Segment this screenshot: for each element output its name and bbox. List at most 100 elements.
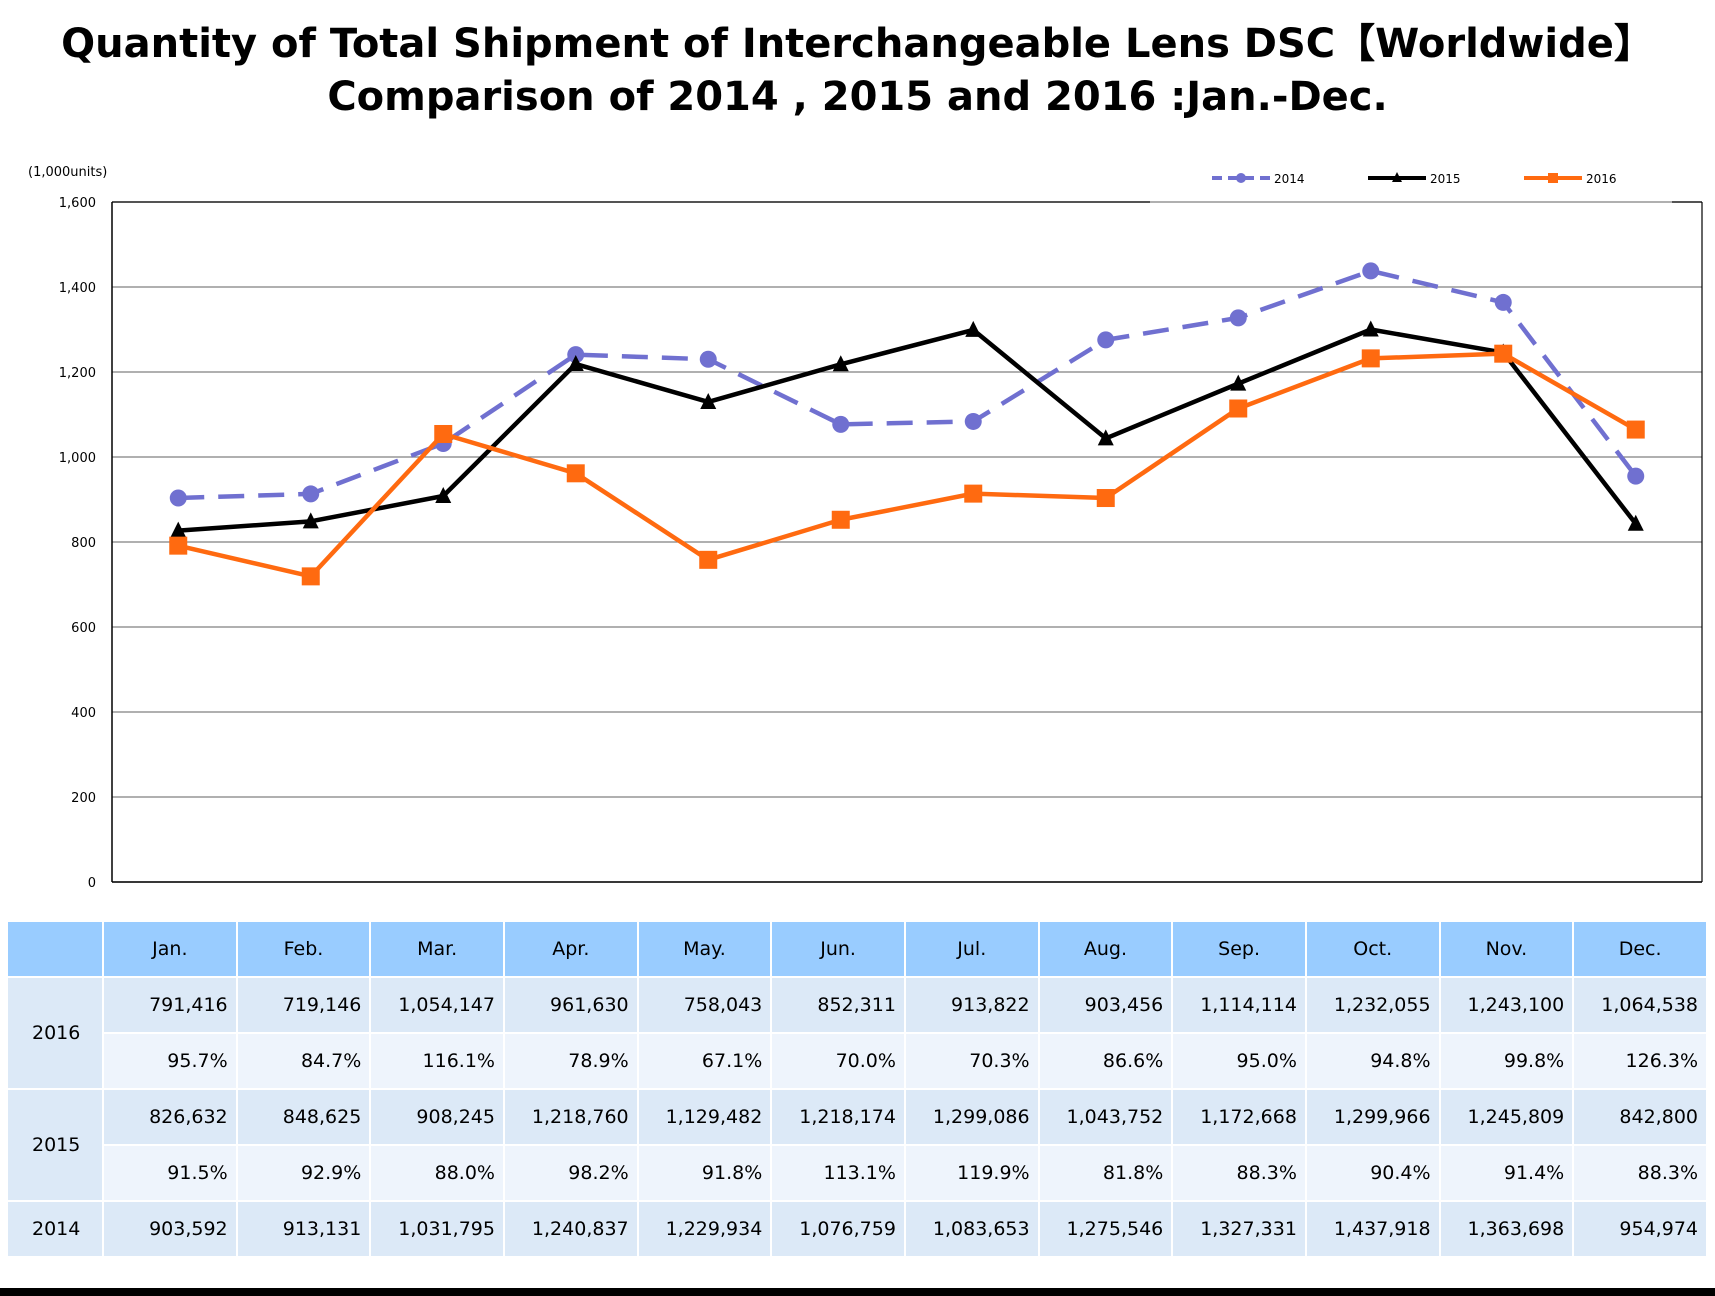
legend-label-2015: 2015 [1430,172,1461,186]
table-value-cell: 1,064,538 [1574,978,1706,1032]
data-point-2015 [1627,514,1644,531]
table-value-cell: 852,311 [772,978,904,1032]
table-percent-cell: 88.0% [371,1146,503,1200]
table-percent-cell: 88.3% [1173,1146,1305,1200]
table-value-cell: 1,031,795 [371,1202,503,1256]
legend-marker-2014 [1236,173,1246,183]
table-percent-cell: 119.9% [905,1146,1038,1200]
data-point-2015 [832,355,849,372]
data-point-2015 [302,512,319,529]
table-percent-cell: 99.8% [1440,1034,1573,1088]
chart-title-line-2: Comparison of 2014 , 2015 and 2016 :Jan.… [327,74,1388,120]
table-percent-cell: 113.1% [772,1146,904,1200]
table-row-values: 2014 903,592 913,131 1,031,795 1,240,837 1,22… [8,1202,1706,1256]
data-point-2015 [700,392,717,409]
table-percent-cell: 98.2% [504,1146,637,1200]
bottom-bar [0,1288,1715,1296]
table-value-cell: 908,245 [371,1090,503,1144]
table-percent-cell: 116.1% [371,1034,503,1088]
table-value-cell: 1,043,752 [1039,1090,1172,1144]
table-value-cell: 758,043 [638,978,771,1032]
table-percent-cell: 92.9% [237,1146,370,1200]
table-value-cell: 954,974 [1574,1202,1706,1256]
data-point-2015 [435,486,452,503]
y-tick-label: 1,200 [59,366,96,381]
table-value-cell: 1,172,668 [1173,1090,1305,1144]
chart-title: Quantity of Total Shipment of Interchang… [0,18,1715,124]
data-point-2015 [1097,429,1114,446]
table-percent-cell: 94.8% [1306,1034,1439,1088]
table-value-cell: 848,625 [237,1090,370,1144]
table-value-cell: 1,437,918 [1306,1202,1439,1256]
line-chart: 0 200 400 600 800 1,000 1,200 1,400 1,600 (1,000u… [28,165,1703,891]
table-value-cell: 1,232,055 [1306,978,1439,1032]
data-point-2015 [965,320,982,337]
table-percent-cell: 91.5% [104,1146,236,1200]
table-value-cell: 1,218,760 [504,1090,637,1144]
data-point-2016 [434,424,453,443]
table-value-cell: 719,146 [237,978,370,1032]
table-percent-cell: 91.8% [638,1146,771,1200]
data-point-2016 [1096,489,1115,508]
data-point-2014 [169,489,187,507]
table-percent-cell: 90.4% [1306,1146,1439,1200]
data-point-2015 [567,355,584,372]
y-tick-label: 800 [71,536,96,551]
y-tick-label: 400 [71,706,96,721]
data-point-2016 [831,510,850,529]
table-row-percent: 95.7% 84.7% 116.1% 78.9% 67.1% 70.0% 70.3% 86.6… [8,1034,1706,1088]
data-point-2014 [964,412,982,430]
table-value-cell: 1,054,147 [371,978,503,1032]
table-value-cell: 1,240,837 [504,1202,637,1256]
data-point-2014 [302,485,320,503]
unit-label: (1,000units) [28,165,107,180]
table-row-percent: 91.5% 92.9% 88.0% 98.2% 91.8% 113.1% 119.9% 81.… [8,1146,1706,1200]
table-month-header: Apr. [504,922,637,976]
table-percent-cell: 126.3% [1574,1034,1706,1088]
legend-marker-2015 [1392,172,1402,182]
data-point-2014 [1097,331,1115,349]
table-percent-cell: 86.6% [1039,1034,1172,1088]
table-value-cell: 1,229,934 [638,1202,771,1256]
legend-marker-2016 [1548,173,1558,183]
data-point-2016 [699,550,718,569]
data-point-2014 [832,415,850,433]
table-month-header: Jan. [104,922,236,976]
data-point-2014 [1627,467,1645,485]
table-row-year-label: 2016 [8,978,102,1088]
data-point-2016 [301,567,320,586]
table-value-cell: 1,299,086 [905,1090,1038,1144]
data-point-2016 [1494,344,1513,363]
data-point-2016 [1229,399,1248,418]
series-line-2015 [178,327,1638,533]
table-month-header: Feb. [237,922,370,976]
table-row-year-label: 2014 [8,1202,102,1256]
data-point-2016 [1361,349,1380,368]
table-percent-cell: 78.9% [504,1034,637,1088]
y-tick-label: 1,000 [59,451,96,466]
table-value-cell: 1,299,966 [1306,1090,1439,1144]
table-percent-cell: 95.0% [1173,1034,1305,1088]
table-percent-cell: 70.0% [772,1034,904,1088]
table-value-cell: 826,632 [104,1090,236,1144]
table-month-header: Mar. [371,922,503,976]
table-month-header: Nov. [1440,922,1573,976]
table-value-cell: 913,131 [237,1202,370,1256]
y-tick-label: 1,600 [59,196,96,211]
chart-title-line-1: Quantity of Total Shipment of Interchang… [61,21,1654,67]
table-value-cell: 1,245,809 [1440,1090,1573,1144]
y-tick-label: 600 [71,621,96,636]
table-month-header: Sep. [1173,922,1305,976]
data-point-2014 [699,350,717,368]
table-value-cell: 1,275,546 [1039,1202,1172,1256]
data-point-2016 [964,484,983,503]
table-value-cell: 1,076,759 [772,1202,904,1256]
data-point-2016 [169,536,188,555]
table-month-header: Jun. [772,922,904,976]
data-point-2014 [567,346,585,364]
table-value-cell: 1,363,698 [1440,1202,1573,1256]
table-value-cell: 1,083,653 [905,1202,1038,1256]
data-point-2015 [1230,374,1247,391]
table-value-cell: 1,243,100 [1440,978,1573,1032]
table-value-cell: 903,456 [1039,978,1172,1032]
